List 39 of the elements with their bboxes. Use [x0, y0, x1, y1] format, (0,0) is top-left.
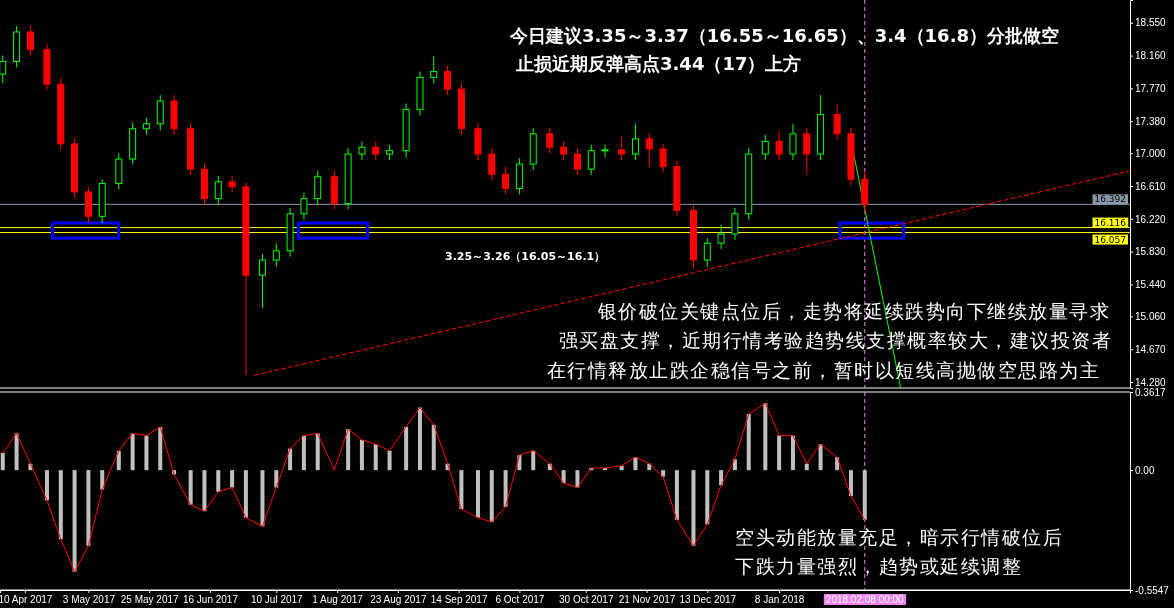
x-tick-label: 3 May 2017 [62, 594, 116, 606]
y-tick-label: 18.160 [1135, 50, 1167, 62]
ref-line-label: 16.392 [1094, 194, 1126, 205]
annotation: 止损近期反弹高点3.44（17）上方 [515, 53, 802, 74]
y-tick-label: 16.610 [1135, 180, 1167, 192]
y-tick-label: 18.550 [1135, 17, 1167, 29]
x-tick-label: 21 Nov 2017 [618, 594, 676, 606]
x-tick-label: 14 Sep 2017 [430, 594, 488, 606]
x-tick-label: 10 Jul 2017 [250, 594, 304, 606]
y-tick-label: 0.3617 [1135, 386, 1167, 398]
annotation: 空头动能放量充足，暗示行情破位后 [735, 526, 1063, 548]
x-tick-label: 16 Jun 2017 [182, 594, 239, 606]
y-tick-label: 14.280 [1135, 376, 1167, 388]
x-tick-label: 10 Apr 2017 [0, 594, 53, 606]
x-tick-label: 6 Oct 2017 [495, 594, 545, 606]
annotation: 3.25～3.26（16.05～16.1） [445, 250, 606, 263]
y-tick-label: 17.770 [1135, 83, 1167, 95]
annotation: 银价破位关键点位后，走势将延续跌势向下继续放量寻求 [596, 300, 1110, 322]
ref-line-label: 2018.02.08 00:00 [825, 594, 905, 605]
y-tick-label: 15.060 [1135, 311, 1167, 323]
x-tick-label: 13 Dec 2017 [679, 594, 737, 606]
y-tick-label: 16.220 [1135, 213, 1167, 225]
x-tick-label: 8 Jan 2018 [754, 594, 805, 606]
annotation: 下跌力量强烈，趋势或延续调整 [735, 555, 1022, 577]
x-tick-label: 23 Aug 2017 [370, 594, 427, 606]
y-tick-label: 0.00 [1135, 464, 1155, 476]
y-tick-label: 15.440 [1135, 279, 1167, 291]
y-tick-label: 17.380 [1135, 115, 1167, 127]
y-tick-label: -0.5547 [1135, 584, 1170, 596]
x-tick-label: 30 Oct 2017 [558, 594, 614, 606]
annotation: 在行情释放止跌企稳信号之前，暂时以短线高抛做空思路为主 [546, 359, 1100, 381]
y-tick-label: 15.830 [1135, 246, 1167, 258]
x-tick-label: 25 May 2017 [120, 594, 180, 606]
y-tick-label: 17.000 [1135, 147, 1167, 159]
ref-line-label: 16.057 [1094, 234, 1126, 245]
ref-line-label: 16.116 [1094, 217, 1127, 228]
annotation: 今日建议3.35～3.37（16.55～16.65）、3.4（16.8）分批做空 [509, 25, 1059, 46]
y-tick-label: 14.670 [1135, 343, 1167, 355]
x-tick-label: 1 Aug 2017 [312, 594, 364, 606]
